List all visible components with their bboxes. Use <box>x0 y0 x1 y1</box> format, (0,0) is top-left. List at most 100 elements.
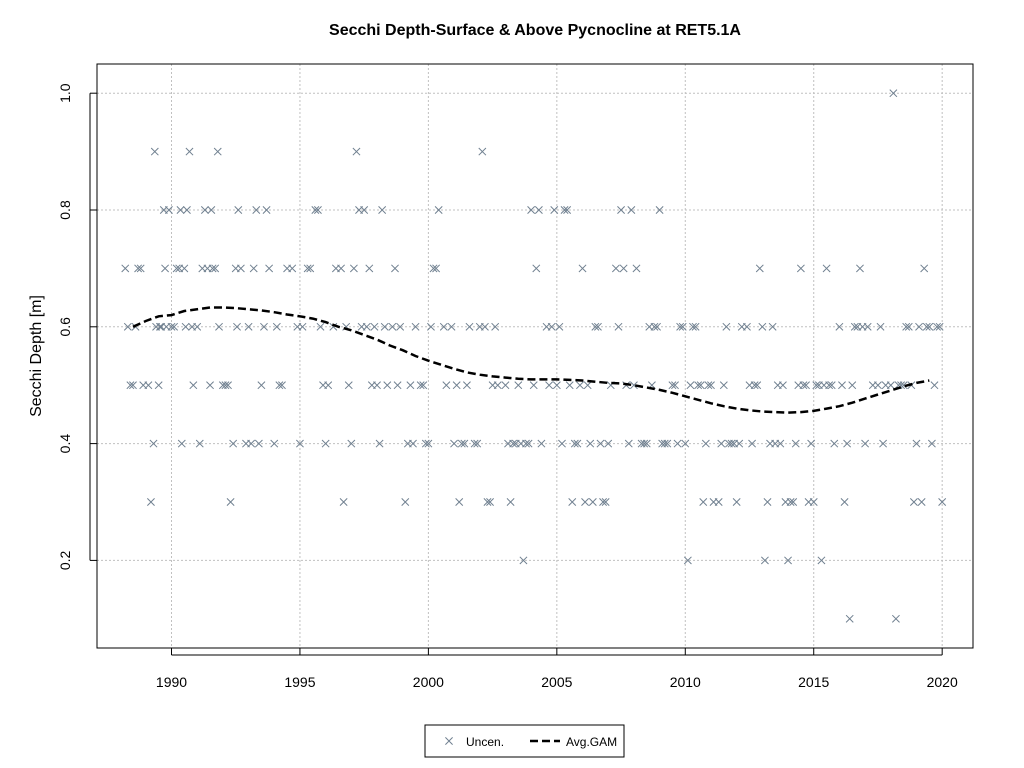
data-point <box>411 322 420 331</box>
data-point <box>640 439 649 448</box>
data-point <box>265 264 274 273</box>
data-point <box>362 322 371 331</box>
data-point <box>678 322 687 331</box>
data-point <box>211 264 220 273</box>
data-point <box>807 439 816 448</box>
data-point <box>791 439 800 448</box>
data-point <box>154 381 163 390</box>
data-point <box>380 322 389 331</box>
data-point <box>917 498 926 506</box>
data-point <box>583 381 592 390</box>
data-point <box>313 206 322 214</box>
gam-curve <box>132 306 930 414</box>
data-point <box>596 439 605 448</box>
data-point <box>835 322 844 331</box>
data-point <box>123 322 132 331</box>
data-point <box>416 381 425 390</box>
data-point <box>509 439 518 448</box>
data-point <box>447 322 456 331</box>
data-point <box>252 206 261 214</box>
data-point <box>902 322 911 331</box>
y-tick-label: 0.8 <box>57 200 73 220</box>
gam-line <box>132 306 930 414</box>
data-point <box>691 322 700 331</box>
data-point <box>311 206 320 214</box>
data-point <box>136 264 145 273</box>
data-point <box>817 556 826 565</box>
data-point <box>126 381 135 390</box>
data-point <box>442 381 451 390</box>
data-point <box>748 439 757 448</box>
data-point <box>627 206 636 214</box>
data-point <box>673 439 682 448</box>
data-point <box>840 498 849 506</box>
data-point <box>150 147 159 156</box>
data-point <box>619 264 628 273</box>
data-point <box>176 206 185 214</box>
data-point <box>822 264 831 273</box>
y-tick-label: 0.4 <box>57 434 73 454</box>
data-point <box>653 322 661 331</box>
data-point <box>565 381 574 390</box>
data-point <box>396 322 405 331</box>
data-point <box>732 498 741 506</box>
data-point <box>755 264 764 273</box>
data-point <box>144 381 153 390</box>
data-point <box>155 322 164 331</box>
data-point <box>324 381 333 390</box>
data-point <box>215 322 223 331</box>
data-point <box>427 322 435 331</box>
data-point <box>904 322 913 331</box>
data-point <box>344 381 353 390</box>
data-point <box>532 264 541 273</box>
data-point <box>193 322 202 331</box>
data-point <box>275 381 284 390</box>
x-tick-label: 2005 <box>541 674 572 690</box>
data-point <box>776 439 785 448</box>
data-point <box>689 322 697 331</box>
data-point <box>419 381 428 390</box>
x-tick-label: 2010 <box>670 674 701 690</box>
data-point <box>655 206 664 214</box>
data-point <box>383 381 392 390</box>
data-point <box>514 381 523 390</box>
data-point <box>714 498 723 506</box>
data-point <box>439 322 448 331</box>
data-point <box>247 439 256 448</box>
data-point <box>560 206 569 214</box>
data-point <box>460 439 469 448</box>
data-point <box>432 264 441 273</box>
data-point <box>491 322 500 331</box>
data-point <box>593 322 602 331</box>
data-point <box>365 264 374 273</box>
data-point <box>537 439 546 448</box>
data-point <box>391 264 399 273</box>
data-point <box>891 614 900 623</box>
data-point <box>825 381 834 390</box>
data-point <box>234 206 243 214</box>
data-point <box>337 264 346 273</box>
data-point <box>272 322 281 331</box>
data-point <box>429 264 438 273</box>
data-point <box>329 322 338 331</box>
data-point <box>200 206 209 214</box>
data-point <box>812 381 821 390</box>
data-point <box>182 206 191 214</box>
data-point <box>506 498 515 506</box>
data-point <box>349 264 358 273</box>
data-point <box>681 439 690 448</box>
data-point <box>298 322 307 331</box>
data-point <box>121 264 130 273</box>
data-point <box>493 381 502 390</box>
data-point <box>206 381 214 390</box>
data-point <box>573 439 582 448</box>
data-point <box>879 439 888 448</box>
data-point <box>830 439 839 448</box>
data-point <box>254 439 263 448</box>
data-point <box>599 498 608 506</box>
x-tick-label: 1995 <box>284 674 315 690</box>
data-point <box>270 439 279 448</box>
y-axis-title: Secchi Depth [m] <box>28 295 45 417</box>
data-point <box>221 381 230 390</box>
